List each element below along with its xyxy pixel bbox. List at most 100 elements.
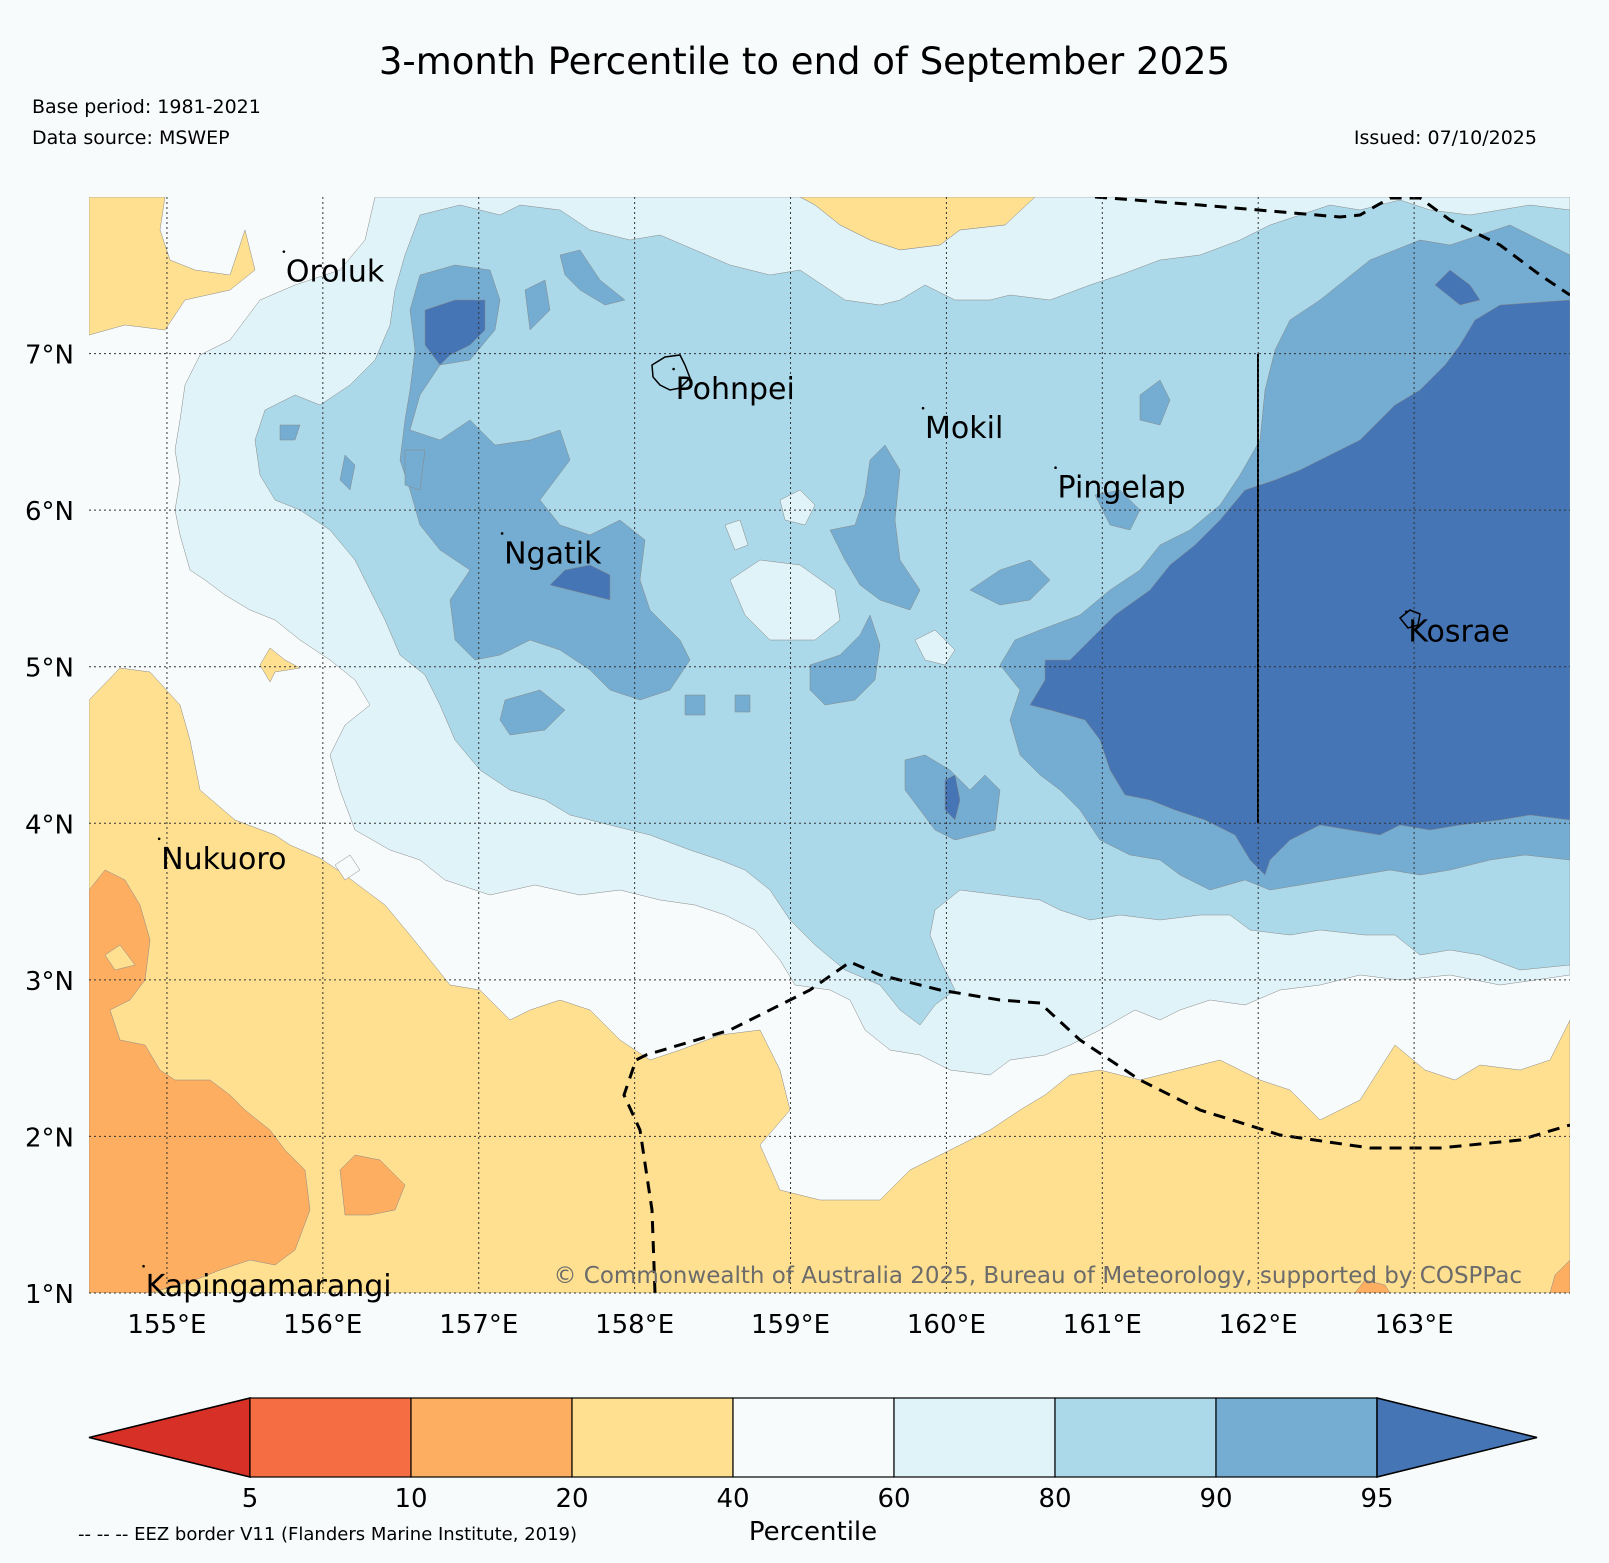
island-label: Nukuoro (161, 842, 286, 877)
island-marker (672, 367, 675, 371)
band-10-20-patch (339, 1154, 406, 1216)
band-60-80-hole-b (779, 489, 816, 526)
band-20-40-northwest (89, 197, 256, 336)
lat-tick-label: 2°N (25, 1123, 74, 1153)
band-90-95-patch-d (279, 424, 301, 441)
band-60-80-hole-d (724, 519, 749, 551)
band-90-95-centre-e (1139, 379, 1171, 426)
colorbar-extend-low (88, 1397, 251, 1478)
band-90-95-centre-b (809, 614, 881, 706)
lon-tick-label: 157°E (439, 1310, 518, 1340)
band-20-40-islet (259, 647, 301, 683)
issued-date: Issued: 07/10/2025 (1353, 127, 1537, 149)
colorbar-tick-label: 20 (555, 1484, 588, 1514)
island-marker (921, 406, 925, 410)
eez-legend-note: -- -- -- EEZ border V11 (Flanders Marine… (78, 1524, 578, 1545)
copyright-notice: © Commonwealth of Australia 2025, Bureau… (553, 1263, 1522, 1289)
lat-tick-label: 4°N (25, 810, 74, 840)
band-10-20-south (1354, 1279, 1391, 1293)
colorbar-tick-label: 95 (1360, 1484, 1393, 1514)
lon-tick-label: 161°E (1063, 1310, 1142, 1340)
lon-tick-label: 155°E (127, 1310, 206, 1340)
band-90-95-centre (829, 444, 921, 611)
band-90-95-patch-e (339, 454, 356, 491)
lat-tick-label: 3°N (25, 967, 74, 997)
colorbar-tick-label: 60 (877, 1484, 910, 1514)
kosrae-island-shape (1398, 609, 1421, 629)
colorbar-tick-label: 90 (1199, 1484, 1232, 1514)
lon-tick-label: 159°E (751, 1310, 830, 1340)
colorbar-segment (249, 1397, 412, 1478)
lon-tick-label: 156°E (283, 1310, 362, 1340)
lat-tick-label: 5°N (25, 654, 74, 684)
pohnpei-island-shape (651, 354, 691, 391)
island-label: Kosrae (1408, 615, 1509, 650)
colorbar-segment (1215, 1397, 1378, 1478)
island-label: Pingelap (1058, 471, 1186, 506)
band-20-40-hole (104, 944, 136, 971)
island-labels: Oroluk Pohnpei Mokil Pingelap Ngatik Kosrae Nu… (142, 250, 1510, 1304)
eez-borders (622, 197, 1570, 1293)
island-marker (500, 532, 504, 535)
band-10-20-southwest (89, 869, 311, 1293)
island-marker (142, 1264, 145, 1268)
colorbar-tick-labels: 5 10 20 40 60 80 90 95 (242, 1484, 1394, 1514)
eez-border-north (1094, 197, 1570, 297)
data-source: Data source: MSWEP (32, 127, 230, 149)
colorbar-tick-label: 5 (242, 1484, 259, 1514)
colorbar-tick-label: 40 (716, 1484, 749, 1514)
band-90-95-patch-b (524, 279, 551, 331)
map-title: 3-month Percentile to end of September 2… (378, 40, 1231, 83)
island-label: Oroluk (286, 255, 385, 290)
band-60-80-hole-a (729, 559, 841, 641)
colorbar-segment (571, 1397, 734, 1478)
lon-tick-label: 163°E (1375, 1310, 1454, 1340)
lon-tick-label: 162°E (1219, 1310, 1298, 1340)
colorbar-segment (732, 1397, 895, 1478)
band-90-95-patch-a (559, 249, 626, 306)
island-marker (1405, 610, 1408, 614)
lon-tick-label: 158°E (595, 1310, 674, 1340)
island-label: Kapingamarangi (146, 1269, 392, 1304)
lat-tick-label: 7°N (25, 341, 74, 371)
longitude-axis: 155°E 156°E 157°E 158°E 159°E 160°E 161°E 162°E… (127, 1310, 1453, 1340)
colorbar-tick-label: 80 (1038, 1484, 1071, 1514)
band-10-20-southeast (1549, 1259, 1570, 1293)
latitude-axis: 1°N 2°N 3°N 4°N 5°N 6°N 7°N (25, 341, 74, 1310)
eez-border-south (622, 960, 1570, 1293)
band-90-95-west (399, 264, 691, 701)
band-90-95-centre-f (1094, 489, 1141, 531)
colorbar-segment (410, 1397, 573, 1478)
map-content (89, 197, 1570, 1293)
island-label: Pohnpei (676, 372, 795, 407)
lon-tick-label: 160°E (907, 1310, 986, 1340)
base-period: Base period: 1981-2021 (32, 96, 261, 118)
colorbar-tick-label: 10 (394, 1484, 427, 1514)
colorbar-segment (1054, 1397, 1217, 1478)
lat-tick-label: 6°N (25, 497, 74, 527)
colorbar-extend-high (1376, 1397, 1538, 1478)
band-60-80-hole-c (914, 629, 956, 666)
band-above-95-centre (944, 774, 961, 821)
band-above-95-ngatik (549, 564, 611, 601)
lat-tick-label: 1°N (25, 1280, 74, 1310)
island-marker (1054, 466, 1057, 469)
island-label: Mokil (925, 411, 1003, 446)
band-40-60-hole-c (334, 854, 361, 881)
band-above-95-west (424, 299, 486, 366)
colorbar-segment (893, 1397, 1056, 1478)
band-90-95-centre-d (969, 559, 1051, 606)
band-90-95-patch-g (684, 694, 706, 716)
colorbar-title: Percentile (749, 1517, 877, 1547)
island-marker (157, 837, 161, 841)
band-above-95-east-b (1434, 269, 1481, 306)
gridlines (89, 197, 1570, 1294)
band-above-95-east (1029, 299, 1570, 876)
colorbar (88, 1397, 1538, 1478)
band-90-95-patch-f (404, 449, 426, 491)
island-marker (282, 250, 286, 253)
band-90-95-patch-h (734, 694, 751, 713)
island-label: Ngatik (504, 536, 602, 571)
band-90-95-patch-c (499, 689, 566, 736)
